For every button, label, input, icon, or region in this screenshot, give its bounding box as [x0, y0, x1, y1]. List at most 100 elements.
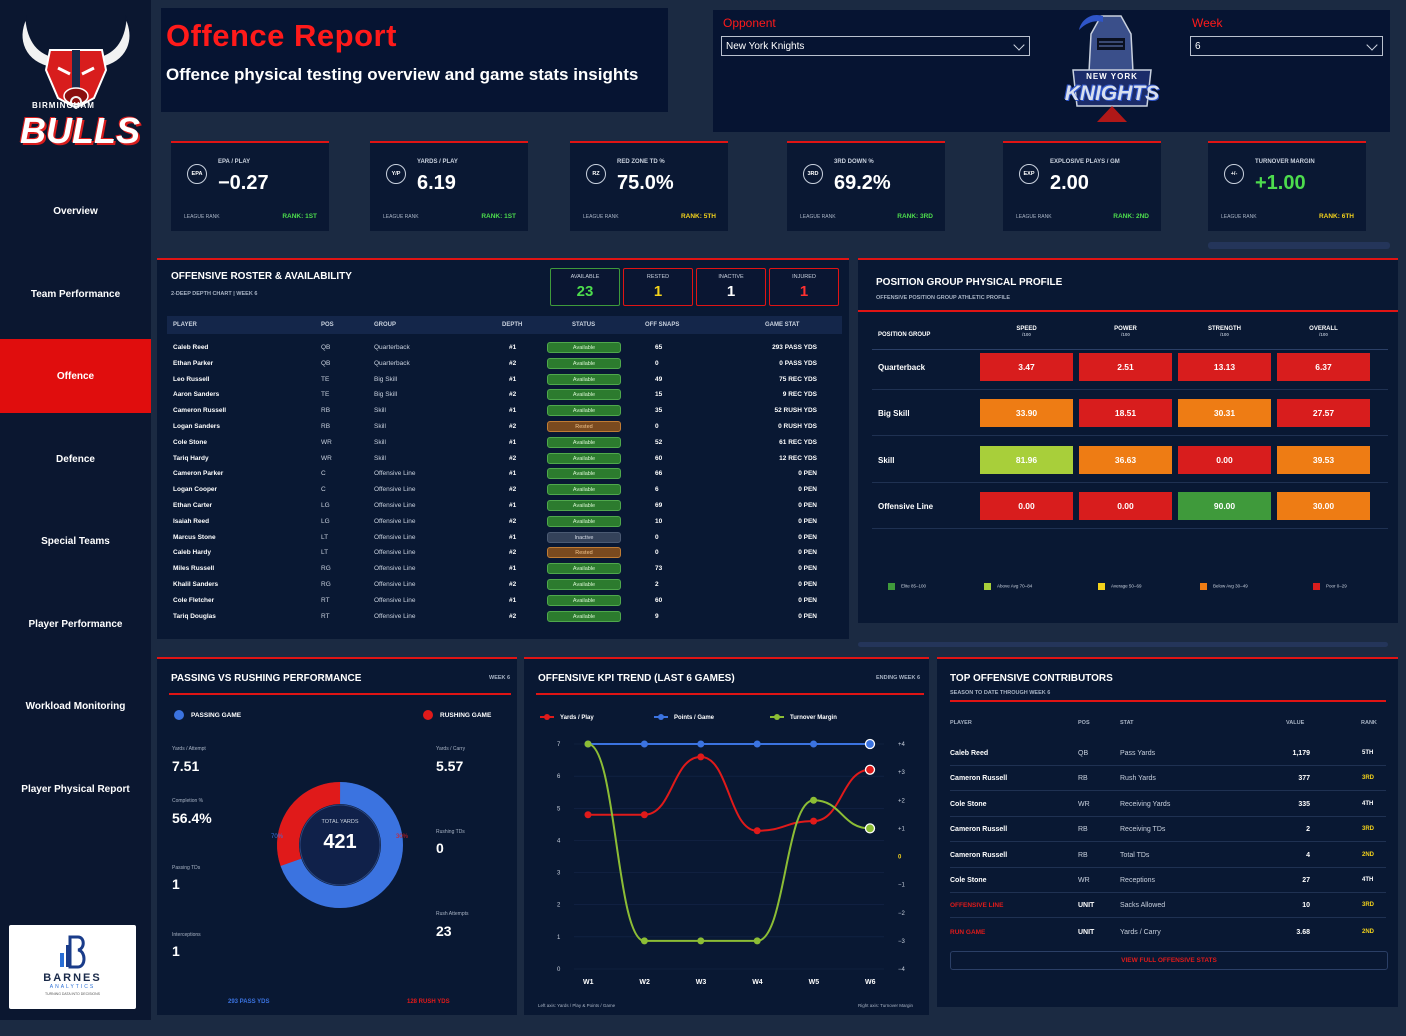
left-axis-tick: 6 [557, 774, 561, 780]
series-point [810, 740, 818, 748]
table-row[interactable]: Caleb Reed QB Pass Yards 1,179 5TH [950, 746, 1386, 762]
table-row[interactable]: Ethan Carter LG Offensive Line #1 69 0 PEN Ava… [167, 498, 842, 514]
player-pos: RB [321, 423, 331, 430]
nav-defence[interactable]: Defence [0, 422, 151, 496]
nav-player-performance[interactable]: Player Performance [0, 587, 151, 661]
kpi-value: +1.00 [1255, 172, 1306, 194]
kpi-league-rank-label: LEAGUE RANK [800, 214, 836, 220]
player-group: Offensive Line [374, 486, 416, 494]
contrib-pos: RB [1078, 852, 1088, 859]
contributors-title: TOP OFFENSIVE CONTRIBUTORS [950, 673, 1113, 684]
physical-row-line [872, 528, 1388, 529]
table-row[interactable]: Cole Stone WR Receptions 27 4TH [950, 873, 1386, 889]
nav-team-performance[interactable]: Team Performance [0, 257, 151, 331]
physical-col-label: SPEED [1016, 326, 1037, 332]
player-pos: LG [321, 502, 330, 509]
table-row[interactable]: Tariq Douglas RT Offensive Line #2 9 0 PEN Ava… [167, 609, 842, 625]
physical-score-cell: 2.51 [1079, 353, 1172, 381]
row-divider [950, 867, 1386, 868]
player-depth: #2 [509, 486, 517, 494]
table-row[interactable]: Cole Stone WR Skill #1 52 61 REC YDS Available [167, 435, 842, 451]
table-row[interactable]: Cole Stone WR Receiving Yards 335 4TH [950, 797, 1386, 813]
roster-subtitle: 2-DEEP DEPTH CHART | WEEK 6 [171, 291, 258, 297]
nav-special-teams[interactable]: Special Teams [0, 504, 151, 578]
physical-scrollbar[interactable] [858, 642, 1388, 647]
player-pos: RT [321, 612, 330, 620]
table-row[interactable]: Miles Russell RG Offensive Line #1 73 0 PEN Av… [167, 561, 842, 577]
table-row[interactable]: Logan Sanders RB Skill #2 0 0 RUSH YDS Rested [167, 419, 842, 435]
player-game-stat: 293 PASS YDS [772, 344, 817, 351]
col-status: STATUS [572, 322, 596, 328]
player-depth: #1 [509, 470, 517, 478]
player-pos: TE [321, 391, 330, 399]
table-row[interactable]: Cameron Russell RB Skill #1 35 52 RUSH YDS Ava… [167, 403, 842, 419]
table-row[interactable]: Cameron Russell RB Rush Yards 377 3RD [950, 771, 1386, 787]
contributors-divider [950, 700, 1386, 702]
status-tile-value: 1 [653, 283, 663, 300]
kpi-card: Y/P YARDS / PLAY 6.19 LEAGUE RANK RANK: 1ST [370, 141, 528, 231]
player-name: Tariq Hardy [173, 454, 209, 462]
col-stat: STAT [1120, 720, 1134, 726]
table-row[interactable]: Cole Fletcher RT Offensive Line #1 60 0 PEN Av… [167, 593, 842, 609]
table-row[interactable]: Logan Cooper C Offensive Line #2 6 0 PEN Avail… [167, 482, 842, 498]
table-row[interactable]: Isaiah Reed LG Offensive Line #2 10 0 PEN Avai… [167, 514, 842, 530]
roster-table-header: PLAYER POS GROUP DEPTH STATUS OFF SNAPS … [167, 316, 842, 334]
table-row[interactable]: Cameron Parker C Offensive Line #1 66 0 PEN Av… [167, 466, 842, 482]
kpi-league-rank-label: LEAGUE RANK [184, 214, 220, 220]
row-divider [950, 765, 1386, 766]
table-row[interactable]: Cameron Russell RB Receiving TDs 2 3RD [950, 822, 1386, 838]
contrib-rank: 5TH [1362, 750, 1374, 756]
player-pos: C [321, 470, 326, 478]
table-row[interactable]: Khalil Sanders RG Offensive Line #2 2 0 PEN Av… [167, 577, 842, 593]
nav-overview[interactable]: Overview [0, 174, 151, 248]
table-row[interactable]: RUN GAME UNIT Yards / Carry 3.68 2ND [950, 925, 1386, 941]
contrib-rank: 2ND [1362, 929, 1375, 935]
player-depth: #2 [509, 359, 517, 367]
kpi-rank: RANK: 5TH [680, 213, 716, 220]
nav-label: Defence [56, 453, 95, 465]
contributors-panel [937, 657, 1398, 1007]
legend-label: Yards / Play [560, 715, 594, 721]
table-row[interactable]: OFFENSIVE LINE UNIT Sacks Allowed 10 3RD [950, 898, 1386, 914]
table-row[interactable]: Tariq Hardy WR Skill #2 60 12 REC YDS Availabl… [167, 451, 842, 467]
physical-score-cell: 0.00 [1178, 446, 1271, 474]
kpi-label: RED ZONE TD % [617, 159, 665, 165]
player-pos: TE [321, 375, 330, 383]
legend-label: Above Avg 70–84 [997, 583, 1033, 589]
nav-offence[interactable]: Offence [0, 339, 151, 413]
status-badge: Available [547, 342, 621, 353]
kpi-scrollbar[interactable] [1208, 242, 1390, 249]
kpi-card: EXP EXPLOSIVE PLAYS / GM 2.00 LEAGUE RANK RA… [1003, 141, 1161, 231]
player-game-stat: 0 PEN [798, 596, 817, 604]
table-row[interactable]: Aaron Sanders TE Big Skill #2 15 9 REC YDS Ava… [167, 387, 842, 403]
table-row[interactable]: Caleb Hardy LT Offensive Line #2 0 0 PEN Reste… [167, 545, 842, 561]
week-select[interactable]: 6 [1190, 36, 1383, 56]
table-row[interactable]: Marcus Stone LT Offensive Line #1 0 0 PEN Inac… [167, 530, 842, 546]
player-snaps: 49 [655, 375, 663, 383]
table-row[interactable]: Caleb Reed QB Quarterback #1 65 293 PASS YDS A… [167, 340, 842, 356]
status-tile-injured: INJURED 1 [769, 268, 839, 306]
physical-col-label: OVERALL [1309, 326, 1338, 332]
series-line [587, 743, 871, 942]
contrib-stat: Receiving TDs [1120, 826, 1166, 833]
legend-swatch-icon [1313, 583, 1320, 590]
nav-workload-monitoring[interactable]: Workload Monitoring [0, 669, 151, 743]
view-full-stats-button[interactable]: VIEW FULL OFFENSIVE STATS [950, 951, 1388, 970]
table-row[interactable]: Cameron Russell RB Total TDs 4 2ND [950, 848, 1386, 864]
passrush-divider [169, 693, 511, 695]
opponent-select[interactable]: New York Knights [721, 36, 1030, 56]
player-group: Quarterback [374, 344, 410, 351]
table-row[interactable]: Leo Russell TE Big Skill #1 49 75 REC YDS Avai… [167, 372, 842, 388]
status-badge: Available [547, 484, 621, 496]
col-player: PLAYER [173, 322, 197, 328]
table-row[interactable]: Ethan Parker QB Quarterback #2 0 0 PASS YDS Av… [167, 356, 842, 372]
player-name: Cameron Russell [173, 407, 227, 415]
contrib-pos: WR [1078, 877, 1090, 884]
player-snaps: 15 [655, 391, 663, 399]
kpi-rank: RANK: 2ND [1113, 213, 1149, 220]
nav-player-physical-report[interactable]: Player Physical Report [0, 752, 151, 826]
player-name: Isaiah Reed [173, 517, 210, 525]
contrib-rank: 4TH [1362, 877, 1374, 883]
trend-title: OFFENSIVE KPI TREND (LAST 6 GAMES) [538, 673, 735, 684]
legend-marker-icon [658, 714, 664, 720]
